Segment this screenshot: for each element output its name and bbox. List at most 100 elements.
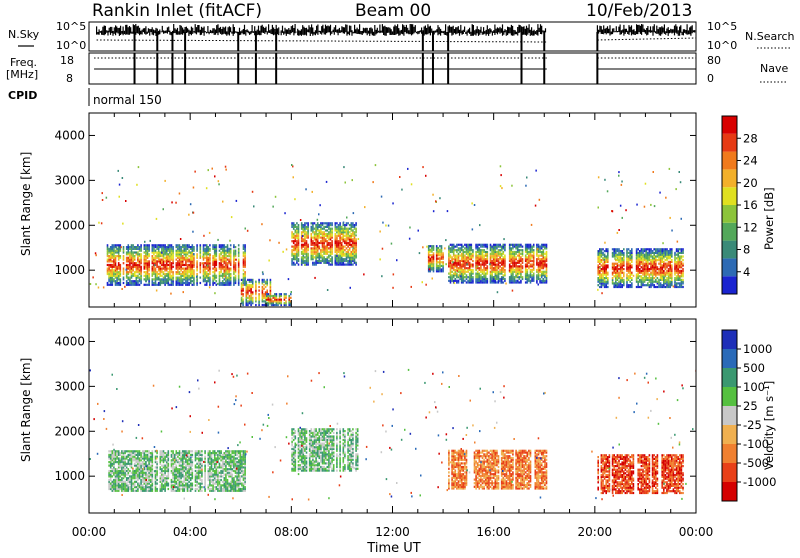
vel-cell xyxy=(123,450,125,452)
pow-cell xyxy=(263,300,265,302)
pow-cell xyxy=(222,280,224,282)
pow-cell xyxy=(136,246,138,248)
pow-cell xyxy=(347,249,349,251)
pow-cell xyxy=(647,277,649,279)
freq-panel: Freq. [MHz] 18 8 80 0 Nave xyxy=(6,53,788,85)
pow-cell xyxy=(144,278,146,280)
pow-cell xyxy=(657,266,659,268)
power-ylabel: Slant Range [km] xyxy=(19,152,33,256)
pow-cell xyxy=(168,264,170,266)
pow-cell xyxy=(499,262,501,264)
pow-cell xyxy=(242,284,244,286)
pow-cell xyxy=(475,251,477,253)
pow-cell xyxy=(352,229,354,231)
pow-cell xyxy=(503,244,505,246)
pow-cell xyxy=(458,280,460,282)
pow-cell xyxy=(123,246,125,248)
pow-cell xyxy=(666,263,668,265)
pow-cell xyxy=(277,299,279,301)
pow-scatter xyxy=(599,267,601,269)
pow-cell xyxy=(303,224,305,226)
pow-cell xyxy=(280,299,282,301)
pow-scatter xyxy=(180,238,182,240)
pow-cell xyxy=(682,248,684,250)
pow-cell xyxy=(512,251,514,253)
pow-scatter xyxy=(352,179,354,181)
pow-cell xyxy=(208,246,210,248)
pow-cell xyxy=(222,273,224,275)
pow-cell xyxy=(298,258,300,260)
pow-scatter xyxy=(675,188,677,190)
pow-cell xyxy=(160,278,162,280)
pow-cell xyxy=(504,269,506,271)
pow-cell xyxy=(628,252,630,254)
pow-cell xyxy=(538,255,540,257)
pow-cell xyxy=(617,282,619,284)
pow-cell xyxy=(325,222,327,224)
pow-cell xyxy=(464,280,466,282)
pow-cell xyxy=(352,222,354,224)
pow-cell xyxy=(520,249,522,251)
pow-cell xyxy=(298,224,300,226)
pow-scatter xyxy=(158,246,160,248)
pow-scatter xyxy=(673,286,675,288)
vel-cell xyxy=(112,481,114,483)
pow-cell xyxy=(209,244,211,246)
pow-cell xyxy=(605,255,607,257)
pow-cell xyxy=(531,274,533,276)
pow-cell xyxy=(113,269,115,271)
pow-cell xyxy=(155,244,157,246)
pow-cell xyxy=(206,271,208,273)
pow-cell xyxy=(168,271,170,273)
vel-cell xyxy=(126,483,128,485)
pow-scatter xyxy=(472,228,474,230)
pow-scatter xyxy=(401,189,403,191)
pow-cell xyxy=(483,249,485,251)
pow-cell xyxy=(676,248,678,250)
pow-cell xyxy=(156,244,158,246)
pow-cell xyxy=(469,262,471,264)
pow-cell xyxy=(464,276,466,278)
nsky-series xyxy=(97,24,696,51)
vel-cell xyxy=(112,475,114,477)
pow-cell xyxy=(298,264,300,266)
pow-cell xyxy=(504,255,506,257)
pow-cell xyxy=(279,293,281,295)
pow-cell xyxy=(249,279,251,281)
pow-cell xyxy=(450,247,452,249)
pow-cell xyxy=(153,282,155,284)
pow-scatter xyxy=(119,196,121,198)
vel-cell xyxy=(110,470,112,472)
pow-cell xyxy=(650,248,652,250)
pow-cell xyxy=(463,249,465,251)
pow-scatter xyxy=(435,200,437,202)
pow-cell xyxy=(161,244,163,246)
pow-cell xyxy=(482,249,484,251)
pow-cell xyxy=(156,271,158,273)
pow-cell xyxy=(145,284,147,286)
pow-scatter xyxy=(217,283,219,285)
vel-cell xyxy=(126,456,128,458)
pow-cell xyxy=(618,264,620,266)
pow-cell xyxy=(291,258,293,260)
pow-cell xyxy=(184,268,186,270)
pow-cell xyxy=(303,249,305,251)
pow-cell xyxy=(653,252,655,254)
pow-cell xyxy=(115,255,117,257)
pow-cell xyxy=(676,275,678,277)
pow-cell xyxy=(466,281,468,283)
pow-cell xyxy=(629,263,631,265)
pow-cell xyxy=(676,261,678,263)
pow-cell xyxy=(339,222,341,224)
pow-cell xyxy=(346,264,348,266)
pow-scatter xyxy=(261,223,263,225)
pow-cell xyxy=(463,269,465,271)
pow-cell xyxy=(219,244,221,246)
pow-cell xyxy=(169,284,171,286)
vel-cell xyxy=(121,465,123,467)
pow-cell xyxy=(430,254,432,256)
pow-cell xyxy=(641,270,643,272)
pow-scatter xyxy=(353,212,355,214)
pow-cell xyxy=(116,244,118,246)
pow-cell xyxy=(471,253,473,255)
